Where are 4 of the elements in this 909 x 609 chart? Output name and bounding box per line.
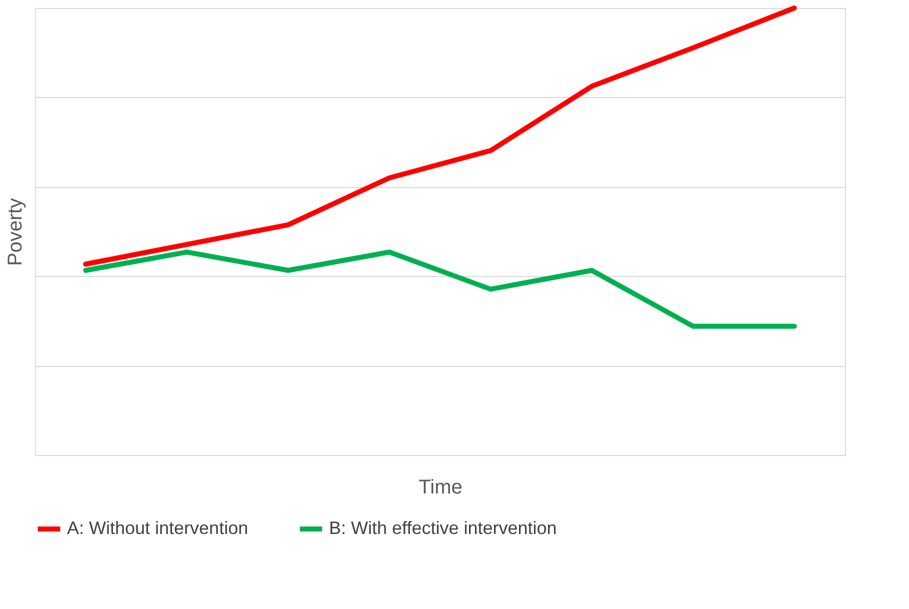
x-axis-title: Time bbox=[418, 476, 462, 498]
legend-label: A: Without intervention bbox=[67, 518, 248, 538]
y-axis-title: Poverty bbox=[4, 198, 26, 266]
legend-label: B: With effective intervention bbox=[329, 518, 557, 538]
